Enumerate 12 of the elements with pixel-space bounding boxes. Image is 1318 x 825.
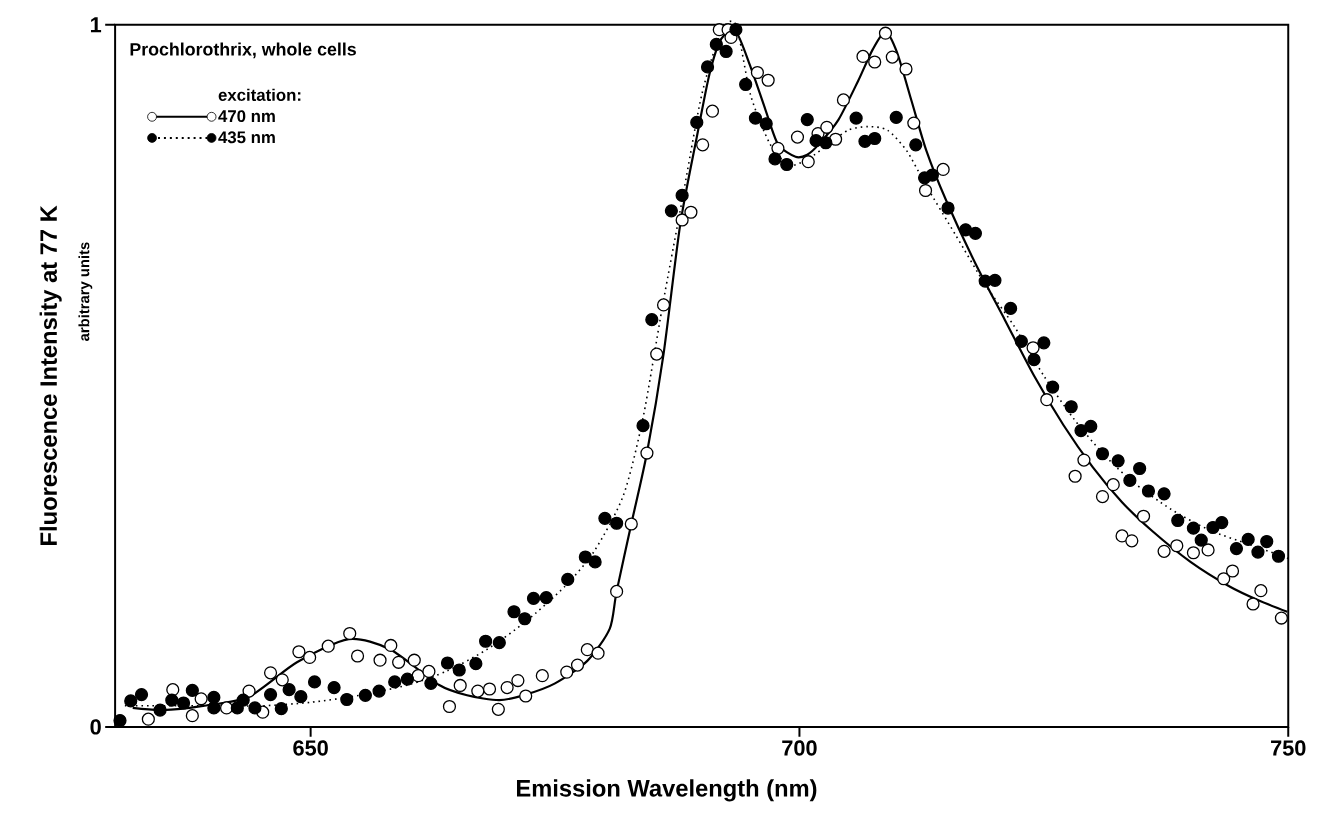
legend-label: 435 nm <box>218 131 275 144</box>
y-axis-title: Fluorescence Intensity at 77 K <box>39 205 62 545</box>
y-tick-label: 0 <box>90 719 101 735</box>
y-tick-label: 1 <box>90 17 102 33</box>
text: arbitrary units <box>78 242 93 341</box>
text: Prochlorothrix, whole cells <box>130 42 356 59</box>
legend-title: excitation: <box>218 88 301 101</box>
x-tick-label: 650 <box>293 740 328 756</box>
x-tick-label: 700 <box>782 740 817 756</box>
x-axis-title: Emission Wavelength (nm) <box>517 779 817 802</box>
x-tick-label: 750 <box>1271 740 1306 756</box>
legend-label: 470 nm <box>218 110 275 123</box>
